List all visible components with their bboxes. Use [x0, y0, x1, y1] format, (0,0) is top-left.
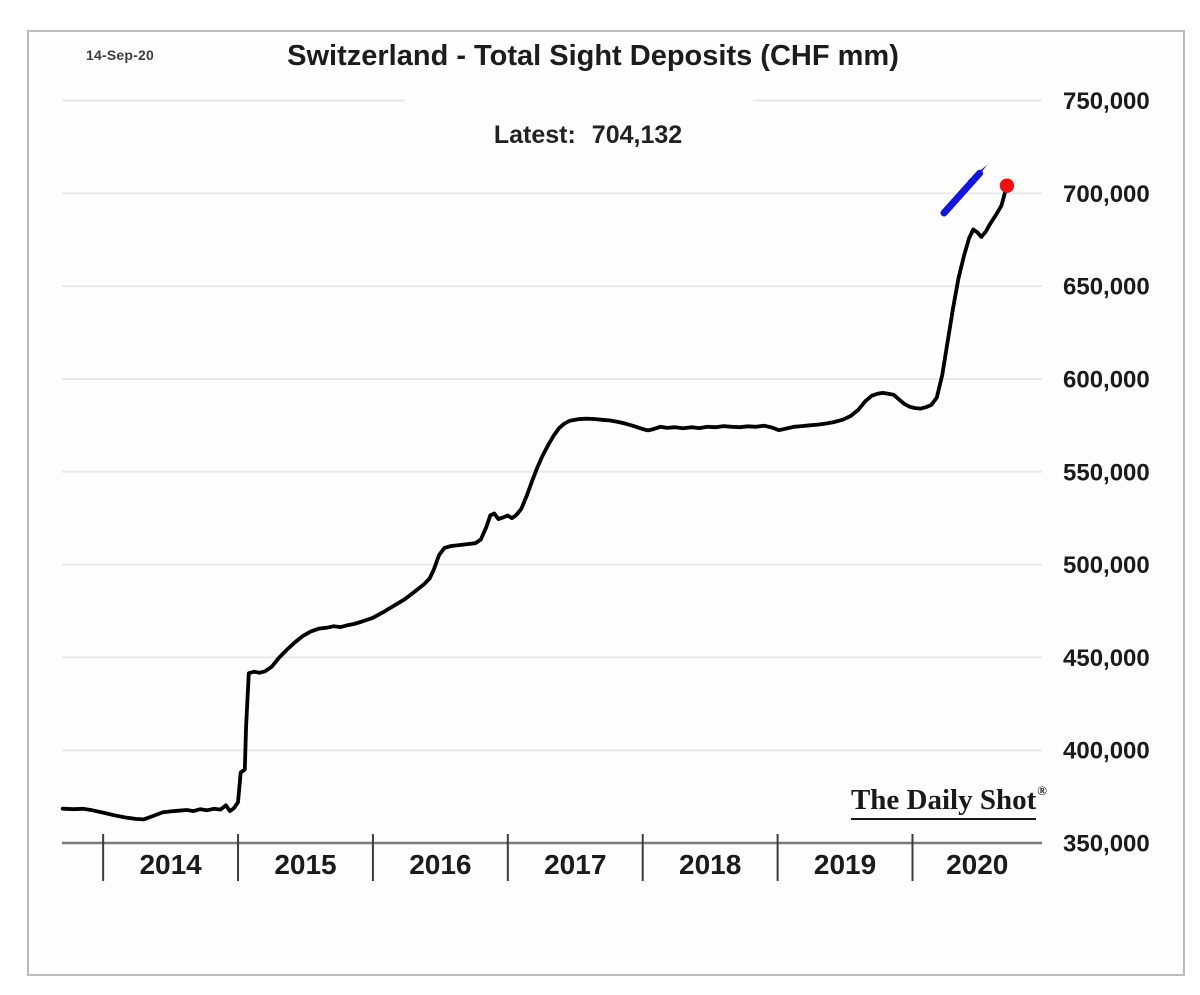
latest-value: 704,132 — [591, 121, 683, 149]
trend-arrow-shaft — [940, 169, 984, 217]
x-year-label: 2017 — [544, 849, 606, 880]
x-year-label: 2015 — [274, 849, 336, 880]
y-axis-label: 650,000 — [1063, 274, 1150, 301]
y-axis-label: 400,000 — [1063, 738, 1150, 765]
chart-frame — [27, 30, 1185, 976]
y-axis-label: 750,000 — [1063, 88, 1150, 115]
latest-label: Latest: — [493, 121, 576, 149]
y-axis-label: 350,000 — [1063, 831, 1150, 858]
registered-mark: ® — [1037, 783, 1047, 798]
y-axis-label: 500,000 — [1063, 552, 1150, 579]
chart-title: Switzerland - Total Sight Deposits (CHF … — [287, 40, 899, 72]
x-year-label: 2014 — [139, 849, 202, 880]
y-axis-label: 450,000 — [1063, 645, 1150, 672]
date-stamp: 14-Sep-20 — [86, 47, 154, 63]
y-axis-label: 700,000 — [1063, 181, 1150, 208]
x-year-label: 2020 — [946, 849, 1008, 880]
daily-shot-watermark: The Daily Shot® — [850, 783, 1047, 820]
trend-arrow-head — [966, 165, 987, 182]
y-axis-label: 550,000 — [1063, 459, 1150, 486]
x-year-label: 2018 — [679, 849, 741, 880]
latest-callout: Latest: 704,132 — [0, 121, 1176, 150]
watermark-text: The Daily Shot — [850, 784, 1037, 820]
y-axis-label: 600,000 — [1063, 366, 1150, 393]
latest-point-marker — [999, 178, 1015, 193]
x-year-label: 2016 — [409, 849, 471, 880]
x-year-label: 2019 — [814, 849, 876, 880]
series-line — [60, 183, 1009, 822]
